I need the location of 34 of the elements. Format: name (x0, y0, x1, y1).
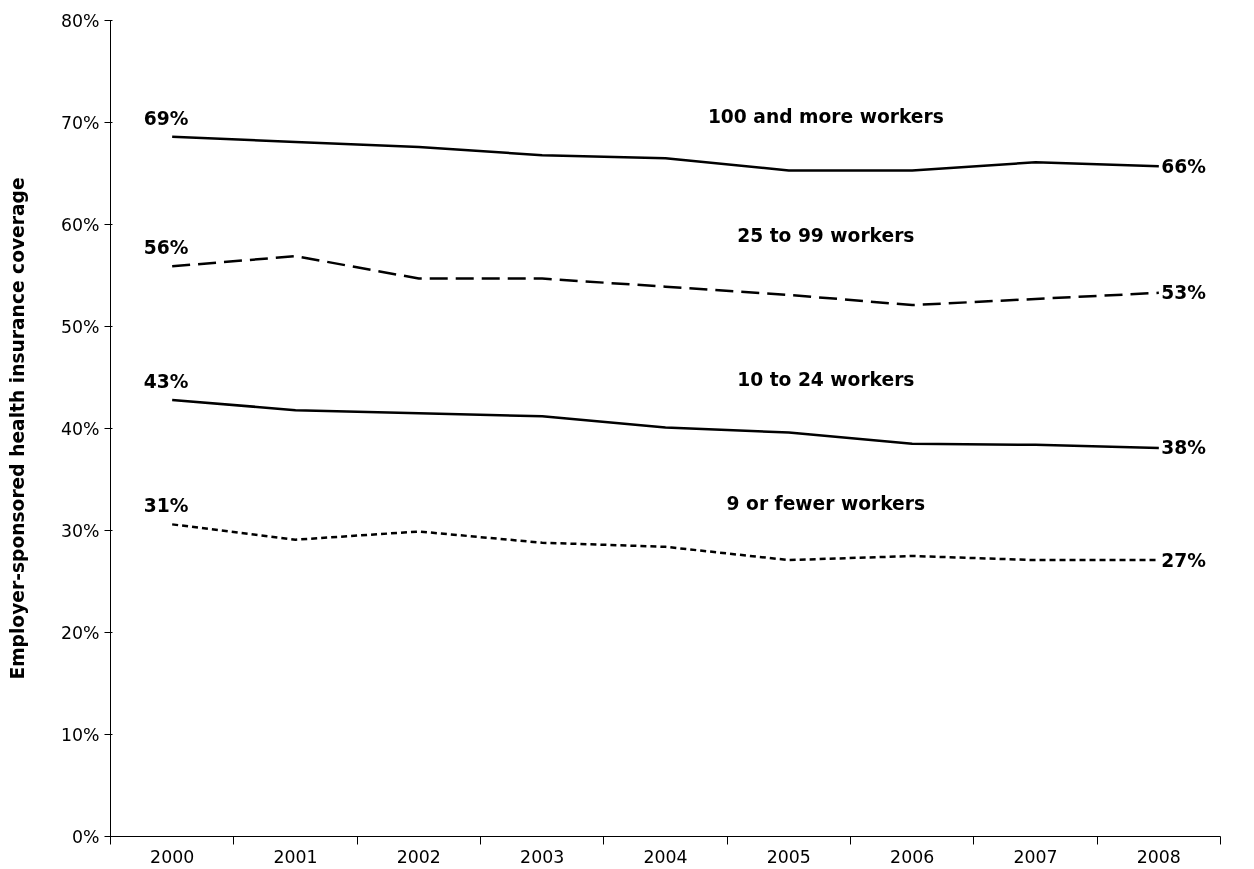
x-tick-label: 2000 (150, 846, 195, 867)
line-series (170, 254, 1161, 307)
data-label: 27% (1161, 549, 1207, 571)
x-tick-label: 2006 (890, 846, 935, 867)
x-tick-label: 2002 (396, 846, 441, 867)
data-label: 56% (143, 237, 189, 259)
y-axis-title: Employer-sponsored health insurance coverage (6, 177, 28, 680)
x-tick-label: 2004 (643, 846, 688, 867)
text: 9 or fewer workers (726, 493, 926, 515)
line-series (170, 398, 1161, 450)
data-label: 31% (143, 495, 189, 517)
y-tick-label: 10% (60, 724, 100, 745)
y-tick-label: 50% (60, 316, 100, 337)
x-tick-label: 2005 (766, 846, 811, 867)
line-series (170, 135, 1161, 172)
y-tick-label: 60% (60, 214, 100, 235)
x-tick-label: 2003 (520, 846, 565, 867)
x-tick-label: 2008 (1136, 846, 1181, 867)
data-label: 53% (1161, 282, 1207, 304)
data-label: 43% (143, 370, 189, 392)
text: 10 to 24 workers (737, 368, 915, 390)
y-tick-label: 80% (60, 10, 100, 31)
y-tick-label: 0% (72, 826, 100, 847)
x-tick-label: 2007 (1013, 846, 1058, 867)
data-label: 69% (143, 107, 189, 129)
y-tick-label: 40% (60, 418, 100, 439)
y-tick-label: 70% (60, 112, 100, 133)
series-label: 100 and more workers (707, 105, 944, 127)
text: 25 to 99 workers (737, 225, 915, 247)
y-tick-label: 20% (60, 622, 100, 643)
data-label: 38% (1161, 437, 1207, 459)
x-tick-label: 2001 (273, 846, 318, 867)
data-label: 66% (1161, 155, 1207, 177)
y-tick-label: 30% (60, 520, 100, 541)
